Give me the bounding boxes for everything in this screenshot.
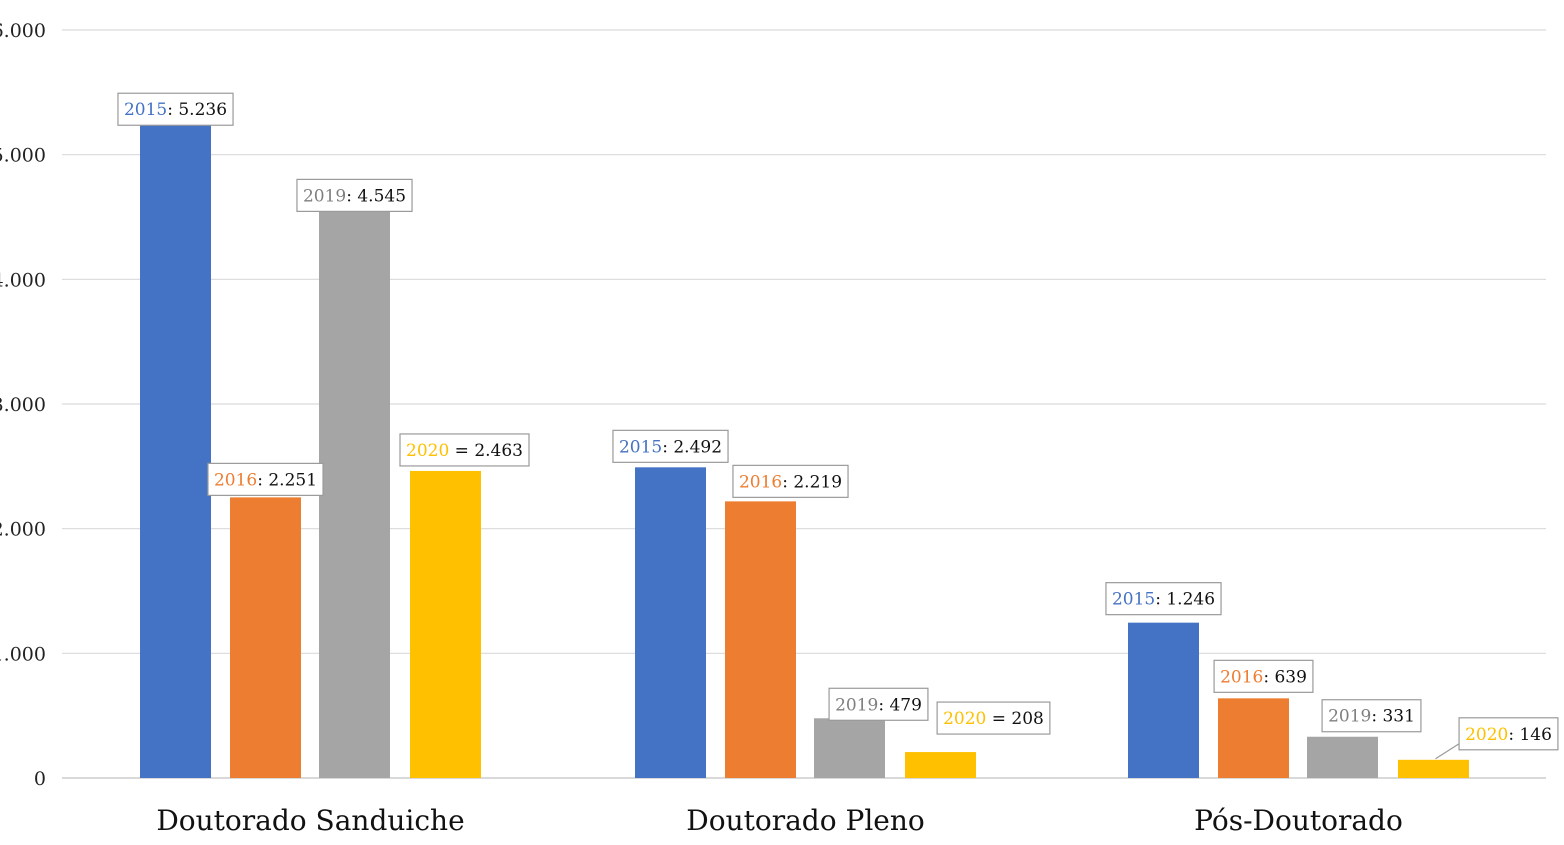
data-label-box — [207, 462, 324, 496]
data-label-year: 2019 — [835, 695, 878, 715]
data-label: 2015: 1.246 — [1105, 582, 1222, 616]
data-label-box — [612, 429, 729, 463]
data-label-value: : 2.251 — [257, 470, 317, 490]
x-category-label: Doutorado Pleno — [686, 804, 924, 837]
x-category-label: Doutorado Sanduiche — [156, 804, 464, 837]
data-label-value: = 208 — [986, 709, 1044, 729]
data-label-value: : 639 — [1263, 667, 1307, 687]
data-label-year: 2020 — [1465, 725, 1508, 745]
bar-2016 — [725, 501, 796, 778]
data-label-year: 2020 — [406, 441, 449, 461]
data-label-text: 2015: 1.246 — [1112, 590, 1215, 610]
data-label-year: 2019 — [1328, 707, 1371, 727]
bar-2015 — [1128, 622, 1199, 778]
data-label-text: 2015: 2.492 — [619, 437, 722, 457]
data-label-box — [1213, 659, 1314, 693]
bar-2019 — [319, 211, 390, 778]
data-label-value: : 4.545 — [346, 186, 406, 206]
data-label-value: : 2.492 — [662, 437, 722, 457]
data-label: 2019: 479 — [828, 687, 929, 721]
data-label-text: 2019: 331 — [1328, 707, 1415, 727]
data-label: 2019: 331 — [1321, 699, 1422, 733]
data-label-value: : 1.246 — [1155, 590, 1215, 610]
data-label-value: : 331 — [1371, 707, 1415, 727]
x-category-label: Pós-Doutorado — [1194, 804, 1403, 837]
bar-2020 — [410, 470, 481, 778]
data-label-year: 2020 — [943, 709, 986, 729]
data-label-box — [936, 701, 1051, 735]
y-tick-label: 5.000 — [0, 145, 46, 167]
data-label: 2016: 2.251 — [207, 462, 324, 496]
data-label-box — [828, 687, 929, 721]
data-label-value: : 5.236 — [167, 100, 227, 120]
data-label-text: 2020: 146 — [1465, 725, 1552, 745]
data-label-year: 2016 — [1220, 667, 1263, 687]
data-label-leader — [1435, 743, 1460, 760]
data-label: 2015: 2.492 — [612, 429, 729, 463]
data-label-year: 2019 — [303, 186, 346, 206]
x-axis-categories: Doutorado Sanduiche Doutorado Pleno Pós-Do… — [156, 804, 1403, 837]
data-label-box — [399, 433, 530, 467]
y-tick-label: 3.000 — [0, 394, 46, 416]
data-label-box — [1105, 582, 1222, 616]
data-label-text: 2016: 2.251 — [214, 470, 317, 490]
data-label-year: 2016 — [214, 470, 257, 490]
gridlines — [62, 29, 1546, 779]
bars — [140, 125, 1469, 778]
bar-2015 — [635, 467, 706, 778]
bar-2015 — [140, 125, 211, 778]
data-label-box — [1458, 717, 1559, 751]
y-tick-label: 6.000 — [0, 20, 46, 42]
data-label-value: : 2.219 — [782, 472, 842, 492]
data-label-box — [1321, 699, 1422, 733]
data-label-value: : 479 — [878, 695, 922, 715]
bar-2020 — [905, 752, 976, 778]
data-label-text: 2020 = 2.463 — [406, 441, 523, 461]
bar-2019 — [814, 718, 885, 778]
data-label-box — [117, 92, 234, 126]
data-label-year: 2015 — [619, 437, 662, 457]
data-label-text: 2019: 4.545 — [303, 186, 406, 206]
data-label-box — [732, 464, 849, 498]
bar-2016 — [230, 497, 301, 778]
data-label: 2016: 2.219 — [732, 464, 849, 498]
data-label-text: 2015: 5.236 — [124, 100, 227, 120]
data-label: 2016: 639 — [1213, 659, 1314, 693]
data-label: 2020 = 2.463 — [399, 433, 530, 467]
y-tick-label: 4.000 — [0, 269, 46, 291]
y-tick-label: 1.000 — [0, 643, 46, 665]
data-label: 2020 = 208 — [936, 701, 1051, 735]
bar-2016 — [1218, 698, 1289, 778]
data-label: 2015: 5.236 — [117, 92, 234, 126]
data-label-year: 2015 — [1112, 590, 1155, 610]
data-label-year: 2015 — [124, 100, 167, 120]
y-tick-label: 0 — [34, 768, 46, 790]
data-label-box — [296, 178, 413, 212]
data-label: 2019: 4.545 — [296, 178, 413, 212]
bar-2020 — [1398, 759, 1469, 778]
data-label-text: 2019: 479 — [835, 695, 922, 715]
data-label-year: 2016 — [739, 472, 782, 492]
data-label: 2020: 146 — [1435, 717, 1559, 760]
y-axis-ticks: 0 1.000 2.000 3.000 4.000 5.000 6.000 — [0, 20, 46, 790]
data-label-text: 2020 = 208 — [943, 709, 1044, 729]
data-label-text: 2016: 639 — [1220, 667, 1307, 687]
data-label-value: : 146 — [1508, 725, 1552, 745]
y-tick-label: 2.000 — [0, 519, 46, 541]
data-label-value: = 2.463 — [449, 441, 523, 461]
bar-2019 — [1307, 736, 1378, 778]
data-label-text: 2016: 2.219 — [739, 472, 842, 492]
